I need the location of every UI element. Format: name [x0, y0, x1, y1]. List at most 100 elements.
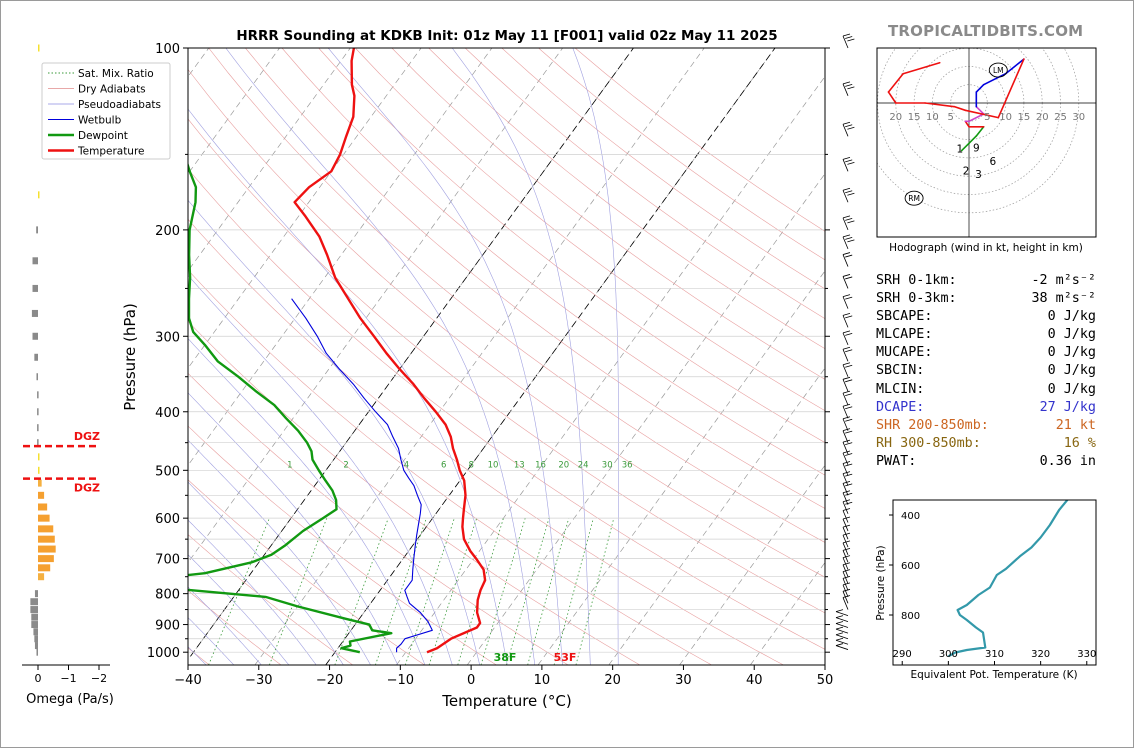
omega-bar — [32, 332, 38, 340]
index-row-sbcape: SBCAPE: 0 J/kg — [876, 308, 1106, 326]
mixing-ratio-label: 36 — [622, 460, 633, 470]
hodograph-segment — [924, 102, 956, 108]
index-value: 38 m²s⁻² — [1031, 291, 1097, 307]
index-label: PWAT: — [876, 453, 917, 469]
mixing-ratio-label: 10 — [488, 460, 499, 470]
wind-barb — [842, 346, 853, 362]
index-row-mlcin: MLCIN: 0 J/kg — [876, 381, 1106, 399]
pseudoadiabat-line — [221, 651, 235, 665]
hodograph-ring-label: 20 — [889, 112, 902, 123]
isotherm-line — [325, 48, 776, 665]
wind-barb — [842, 508, 851, 523]
hodograph-segment — [997, 58, 1025, 119]
omega-bar — [38, 44, 40, 52]
isotherm-line — [188, 48, 634, 661]
omega-bar — [38, 564, 51, 572]
mixing-ratio-labels: 1 2 4 6 8 10 13 16 20 24 30 36 — [287, 460, 632, 470]
omega-ticks: 0 −1 −2 — [35, 665, 107, 685]
hodograph-segment — [887, 72, 904, 93]
hodograph-segment — [902, 61, 941, 75]
index-value: 0 J/kg — [1047, 363, 1096, 379]
theta-e-x-tick-label: 320 — [1031, 649, 1050, 660]
storm-motion-marker — [904, 190, 924, 206]
temperature-profile-line — [293, 48, 487, 654]
mixing-ratio-line — [334, 518, 389, 665]
wind-barb — [842, 547, 851, 563]
dewpoint-profile-line — [188, 161, 393, 654]
dry-adiabat-line — [428, 48, 825, 350]
index-row-sbcin: SBCIN: 0 J/kg — [876, 362, 1106, 380]
wind-barb — [835, 637, 849, 645]
hodograph-segment — [968, 113, 985, 123]
wind-barb — [842, 450, 853, 466]
dry-adiabat-line — [245, 48, 825, 509]
wind-barb — [842, 187, 855, 203]
mixing-ratio-label: 13 — [514, 460, 525, 470]
theta-e-frame — [892, 499, 1097, 666]
hodograph-caption: Hodograph (wind in kt, height in km) — [889, 242, 1083, 254]
wind-barb — [842, 121, 855, 137]
legend-label: Wetbulb — [78, 115, 122, 127]
wind-barb — [842, 595, 851, 610]
index-value: 0 J/kg — [1047, 381, 1096, 397]
omega-bar — [37, 391, 39, 399]
legend-label: Sat. Mix. Ratio — [78, 68, 154, 80]
theta-e-ylabel: Pressure (hPa) — [875, 545, 887, 620]
omega-bar — [36, 226, 38, 234]
theta-e-y-tick-label: 600 — [901, 561, 920, 572]
wind-barb — [842, 532, 851, 548]
hodograph-height-label: 6 — [989, 156, 996, 168]
index-value: -2 m²s⁻² — [1031, 273, 1097, 288]
hodograph-segment — [887, 91, 897, 104]
dry-adiabat-line — [188, 320, 641, 665]
dry-adiabat-line — [188, 118, 825, 614]
wind-barbs — [835, 33, 855, 650]
wind-barb — [842, 274, 853, 289]
legend-label: Pseudoadiabats — [78, 99, 161, 111]
dry-adiabat-line — [188, 534, 353, 665]
wind-barb — [835, 609, 849, 617]
index-value: 27 J/kg — [1039, 399, 1096, 415]
y-tick-label: 1000 — [147, 646, 180, 661]
omega-bar — [38, 555, 54, 563]
y-tick-label: 900 — [155, 619, 180, 634]
index-value: 0 J/kg — [1047, 327, 1096, 343]
mixing-ratio-label: 24 — [578, 460, 589, 470]
y-tick-label: 300 — [155, 330, 180, 345]
omega-bar — [37, 424, 39, 432]
hodograph-labels: 20 15 10 5 5 10 15 20 25 30 1 2 369 LM RM — [889, 62, 1085, 206]
pseudoadiabat-line — [327, 48, 562, 653]
x-tick-label: 0 — [467, 673, 475, 688]
hodograph-ring-label: 15 — [1018, 112, 1031, 123]
isotherm-line — [396, 75, 825, 665]
index-value: 16 % — [1063, 435, 1096, 451]
y-tick-label: 200 — [155, 224, 180, 239]
mixing-ratio-label: 4 — [404, 460, 409, 470]
index-row-srh01: SRH 0-1km: -2 m²s⁻² — [876, 272, 1106, 290]
omega-bar — [38, 525, 54, 533]
dewpoint-surface-label: 38F — [494, 651, 517, 664]
index-row-shear: SHR 200-850mb: 21 kt — [876, 417, 1106, 435]
wind-barb — [842, 215, 855, 231]
y-axis-label: Pressure (hPa) — [121, 303, 139, 411]
omega-bar — [31, 621, 38, 629]
wind-barb — [835, 626, 849, 634]
x-tick-label: 20 — [604, 673, 621, 688]
omega-bar — [33, 628, 38, 636]
hodograph-trace — [887, 58, 1025, 152]
legend-label: Dry Adiabats — [78, 84, 146, 96]
omega-bar — [34, 590, 38, 598]
hodograph-segment — [975, 83, 985, 93]
mixing-ratio-line — [575, 518, 615, 665]
hodograph-segment — [968, 135, 978, 145]
y-tick-label: 600 — [155, 512, 180, 527]
wind-barb — [842, 490, 853, 505]
hodograph-ring-label: 10 — [999, 112, 1012, 123]
index-row-mucape: MUCAPE: 0 J/kg — [876, 344, 1106, 362]
index-label: SBCAPE: — [876, 309, 933, 325]
wind-barb — [842, 376, 853, 392]
isotherm-line — [188, 48, 493, 466]
mixing-ratio-line — [527, 518, 570, 665]
hodograph-ring-label: 30 — [1072, 112, 1085, 123]
pseudoadiabat-line — [532, 652, 536, 665]
